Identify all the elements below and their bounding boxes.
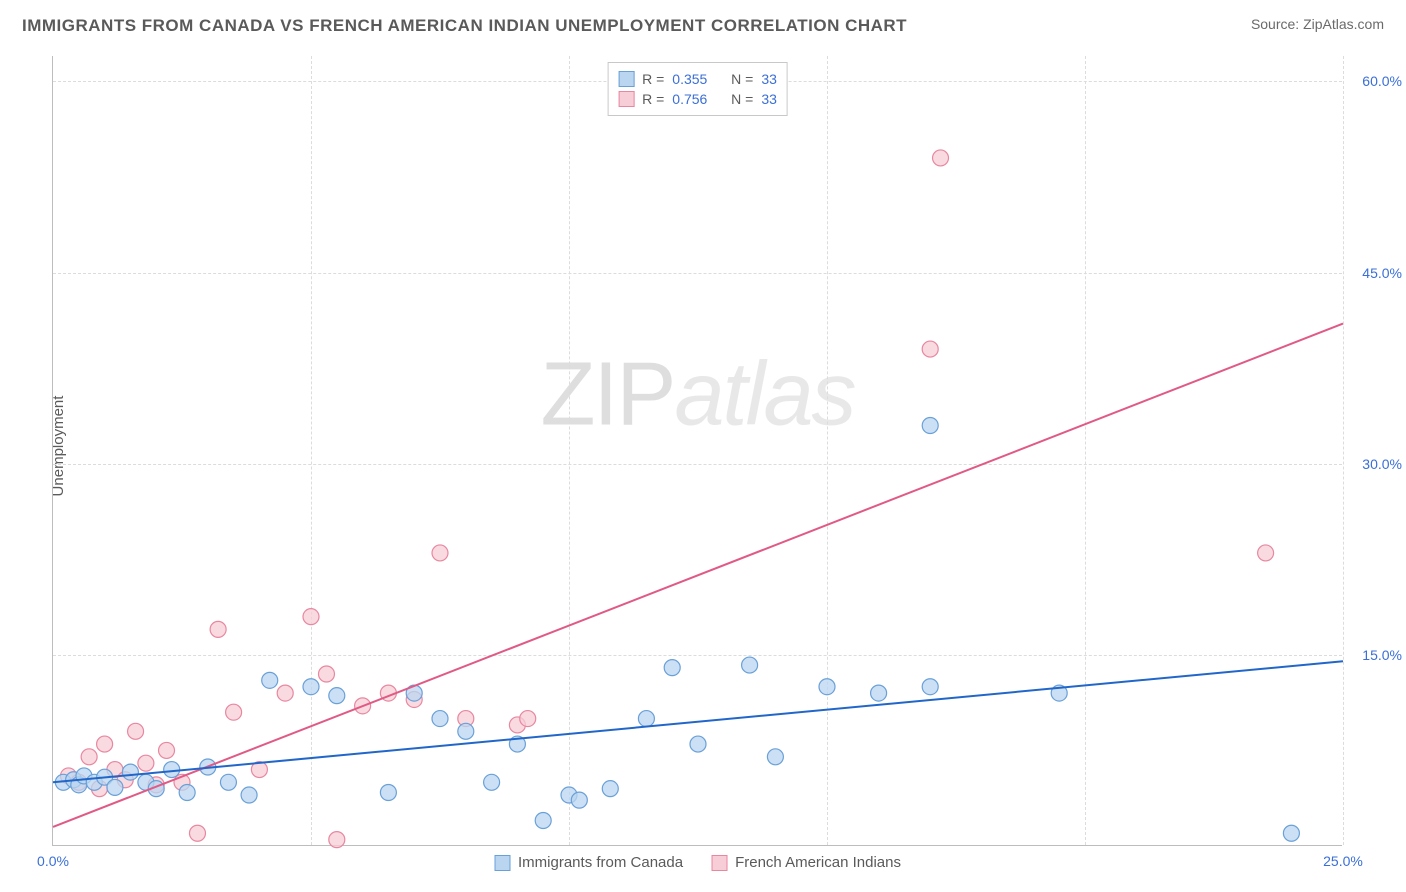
- swatch-blue-icon: [494, 855, 510, 871]
- legend-stats-row-pink: R = 0.756 N = 33: [618, 89, 777, 109]
- legend-item-blue: Immigrants from Canada: [494, 854, 683, 871]
- scatter-svg: [53, 56, 1342, 845]
- r-label-blue: R =: [642, 71, 664, 87]
- legend-label-blue: Immigrants from Canada: [518, 854, 683, 871]
- swatch-pink-icon: [711, 855, 727, 871]
- swatch-blue: [618, 71, 634, 87]
- y-tick-label: 60.0%: [1362, 73, 1402, 89]
- x-tick-label: 0.0%: [37, 853, 69, 869]
- n-label-blue: N =: [731, 71, 753, 87]
- n-value-pink: 33: [761, 91, 777, 107]
- r-value-pink: 0.756: [672, 91, 707, 107]
- chart-container: ZIPatlas R = 0.355 N = 33 R = 0.756 N = …: [52, 56, 1342, 846]
- swatch-pink: [618, 91, 634, 107]
- legend-stats-row-blue: R = 0.355 N = 33: [618, 69, 777, 89]
- n-label-pink: N =: [731, 91, 753, 107]
- y-tick-label: 45.0%: [1362, 265, 1402, 281]
- r-label-pink: R =: [642, 91, 664, 107]
- legend-label-pink: French American Indians: [735, 854, 901, 871]
- x-tick-label: 25.0%: [1323, 853, 1363, 869]
- legend-series: Immigrants from Canada French American I…: [494, 854, 901, 871]
- r-value-blue: 0.355: [672, 71, 707, 87]
- y-tick-label: 30.0%: [1362, 456, 1402, 472]
- plot-area: ZIPatlas R = 0.355 N = 33 R = 0.756 N = …: [52, 56, 1342, 846]
- chart-title: IMMIGRANTS FROM CANADA VS FRENCH AMERICA…: [22, 16, 907, 36]
- legend-stats: R = 0.355 N = 33 R = 0.756 N = 33: [607, 62, 788, 116]
- n-value-blue: 33: [761, 71, 777, 87]
- source-label: Source: ZipAtlas.com: [1251, 16, 1384, 32]
- y-tick-label: 15.0%: [1362, 647, 1402, 663]
- legend-item-pink: French American Indians: [711, 854, 901, 871]
